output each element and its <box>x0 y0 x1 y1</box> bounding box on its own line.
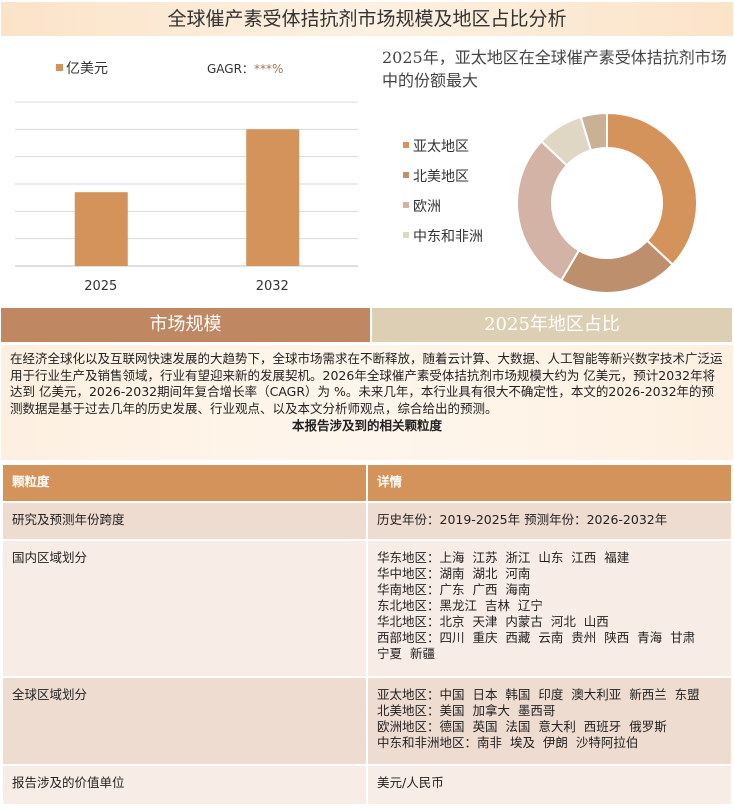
legend-swatch <box>403 142 409 148</box>
pie-slice <box>579 111 608 152</box>
intro-text: 在经济全球化以及互联网快速发展的大趋势下，全球市场需求在不断释放，随着云计算、大… <box>10 351 723 416</box>
row-details: 华东地区：上海 江苏 浙江 山东 江西 福建 华中地区：湖南 湖北 河南 华南地区：… <box>366 539 733 678</box>
detail-line: 宁夏 新疆 <box>377 646 435 661</box>
bar-2032 <box>246 129 300 266</box>
legend-label: 北美地区 <box>413 169 469 185</box>
detail-line: 欧洲地区：德国 英国 法国 意大利 西班牙 俄罗斯 <box>377 719 667 734</box>
market-size-bar-chart: 2025 2032 亿美元 GAGR：***% <box>15 61 358 294</box>
header-granularity: 颗粒度 <box>1 463 368 503</box>
row-details: 亚太地区：中国 日本 韩国 印度 澳大利亚 新西兰 东盟 北美地区：美国 加拿大 … <box>366 676 733 766</box>
legend-item: 亚太地区 <box>403 136 483 166</box>
detail-line: 历史年份：2019-2025年 预测年份：2026-2032年 <box>377 512 668 527</box>
region-share-donut-chart <box>516 111 698 294</box>
row-label: 国内区域划分 <box>1 539 368 678</box>
granularity-heading: 本报告涉及到的相关颗粒度 <box>291 418 442 433</box>
legend-label: 中东和非洲 <box>413 229 483 245</box>
detail-line: 东北地区：黑龙江 吉林 辽宁 <box>377 598 543 613</box>
section-region-share: 2025年地区占比 <box>372 308 732 342</box>
detail-line: 华中地区：湖南 湖北 河南 <box>377 566 531 581</box>
legend-swatch <box>56 64 63 71</box>
detail-line: 西部地区：四川 重庆 西藏 云南 贵州 陕西 青海 甘肃 <box>377 630 696 645</box>
legend-swatch <box>403 232 409 238</box>
page-title: 全球催产素受体拮抗剂市场规模及地区占比分析 <box>1 2 733 36</box>
row-label: 全球区域划分 <box>1 676 368 766</box>
detail-line: 华东地区：上海 江苏 浙江 山东 江西 福建 <box>377 550 630 565</box>
legend-item: 北美地区 <box>403 166 483 196</box>
x-tick-label: 2025 <box>84 279 117 294</box>
section-market-size: 市场规模 <box>1 308 370 342</box>
x-tick-label: 2032 <box>256 279 289 294</box>
pie-slice <box>516 139 581 282</box>
row-label: 研究及预测年份跨度 <box>1 501 368 541</box>
header-details: 详情 <box>366 463 733 503</box>
pie-legend: 亚太地区北美地区欧洲中东和非洲 <box>403 136 483 256</box>
detail-line: 美元/人民币 <box>377 775 444 790</box>
row-details: 美元/人民币 <box>366 764 733 806</box>
pie-slice <box>606 111 698 267</box>
detail-line: 北美地区：美国 加拿大 墨西哥 <box>377 703 556 718</box>
row-label: 报告涉及的价值单位 <box>1 764 368 806</box>
bar-2025 <box>74 192 128 266</box>
legend-label: 亿美元 <box>66 61 108 77</box>
legend-item: 中东和非洲 <box>403 226 483 256</box>
table-row: 报告涉及的价值单位 美元/人民币 <box>1 764 733 806</box>
table-row: 国内区域划分 华东地区：上海 江苏 浙江 山东 江西 福建 华中地区：湖南 湖北 河… <box>1 539 733 678</box>
detail-line: 亚太地区：中国 日本 韩国 印度 澳大利亚 新西兰 东盟 <box>377 687 700 702</box>
gagr-value: ***% <box>254 62 283 76</box>
granularity-table: 颗粒度 详情 研究及预测年份跨度 历史年份：2019-2025年 预测年份：202… <box>1 463 733 806</box>
legend-label: 欧洲 <box>413 199 441 215</box>
legend-swatch <box>403 202 409 208</box>
gagr-label: GAGR：***% <box>207 62 283 76</box>
legend-item: 欧洲 <box>403 196 483 226</box>
legend-label: 亚太地区 <box>413 139 469 155</box>
gagr-text: GAGR： <box>207 62 254 76</box>
legend-swatch <box>403 172 409 178</box>
detail-line: 华北地区：北京 天津 内蒙古 河北 山西 <box>377 614 609 629</box>
detail-line: 华南地区：广东 广西 海南 <box>377 582 531 597</box>
intro-panel: 在经济全球化以及互联网快速发展的大趋势下，全球市场需求在不断释放，随着云计算、大… <box>1 345 733 460</box>
detail-line: 中东和非洲地区：南非 埃及 伊朗 沙特阿拉伯 <box>377 735 639 750</box>
row-details: 历史年份：2019-2025年 预测年份：2026-2032年 <box>366 501 733 541</box>
pie-chart-title: 2025年，亚太地区在全球催产素受体拮抗剂市场中的份额最大 <box>382 48 727 90</box>
table-row: 研究及预测年份跨度 历史年份：2019-2025年 预测年份：2026-2032年 <box>1 501 733 541</box>
table-row: 全球区域划分 亚太地区：中国 日本 韩国 印度 澳大利亚 新西兰 东盟 北美地区：美… <box>1 676 733 766</box>
